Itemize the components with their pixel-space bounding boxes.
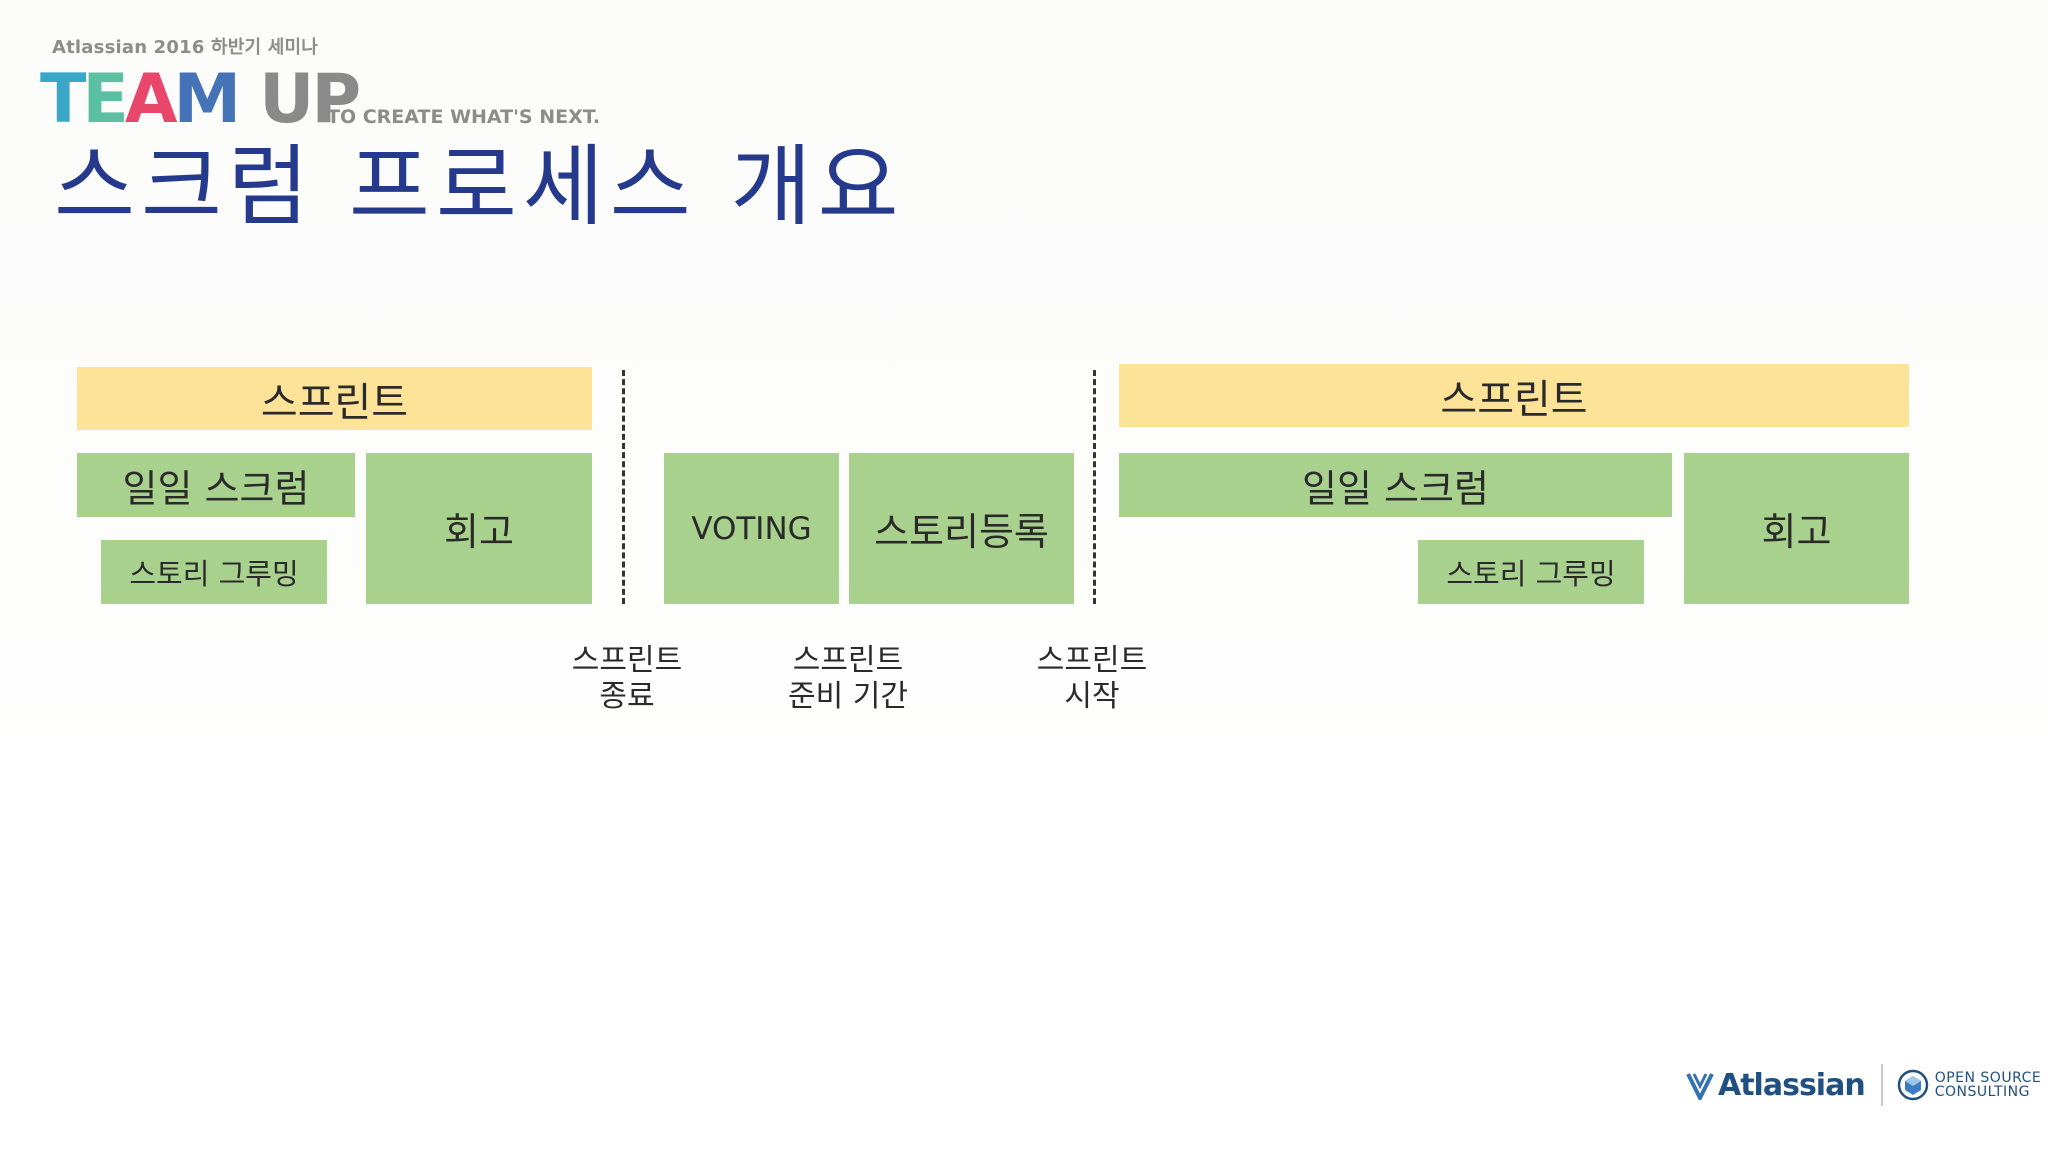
caption-sprint-end: 스프린트 종료 [571,643,683,714]
story-grooming-block-left: 스토리 그루밍 [101,540,327,604]
sprint-block-right: 스프린트 [1119,364,1909,427]
story-registration-block: 스토리등록 [849,453,1074,604]
daily-scrum-block-right: 일일 스크럼 [1119,453,1672,517]
retrospective-block-left: 회고 [366,453,592,604]
story-grooming-block-right: 스토리 그루밍 [1418,540,1644,604]
atlassian-logo-icon [1686,1073,1714,1100]
seminar-label: Atlassian 2016 하반기 세미나 [52,37,319,58]
atlassian-wordmark: Atlassian [1718,1067,1866,1103]
footer-separator [1880,1064,1883,1106]
sprint-end-divider [622,370,625,604]
caption-sprint-prep: 스프린트 준비 기간 [788,643,908,714]
logo-team-word: TEAM [40,60,241,139]
caption-sprint-start: 스프린트 시작 [1036,643,1148,714]
team-up-logo: TEAM UP [40,60,361,139]
page-title: 스크럼 프로세스 개요 [54,135,905,238]
footer-logos: Atlassian OPEN SOURCE CONSULTING [1686,1062,2041,1108]
logo-tagline: TO CREATE WHAT'S NEXT. [327,106,601,128]
voting-block: VOTING [664,453,839,604]
sprint-block-left: 스프린트 [77,367,592,430]
open-source-consulting-logo-icon [1897,1069,1928,1101]
open-source-consulting-wordmark: OPEN SOURCE CONSULTING [1934,1070,2042,1100]
daily-scrum-block-left: 일일 스크럼 [77,453,355,517]
sprint-start-divider [1093,370,1096,604]
logo-up-word: UP [259,60,361,139]
retrospective-block-right: 회고 [1684,453,1909,604]
